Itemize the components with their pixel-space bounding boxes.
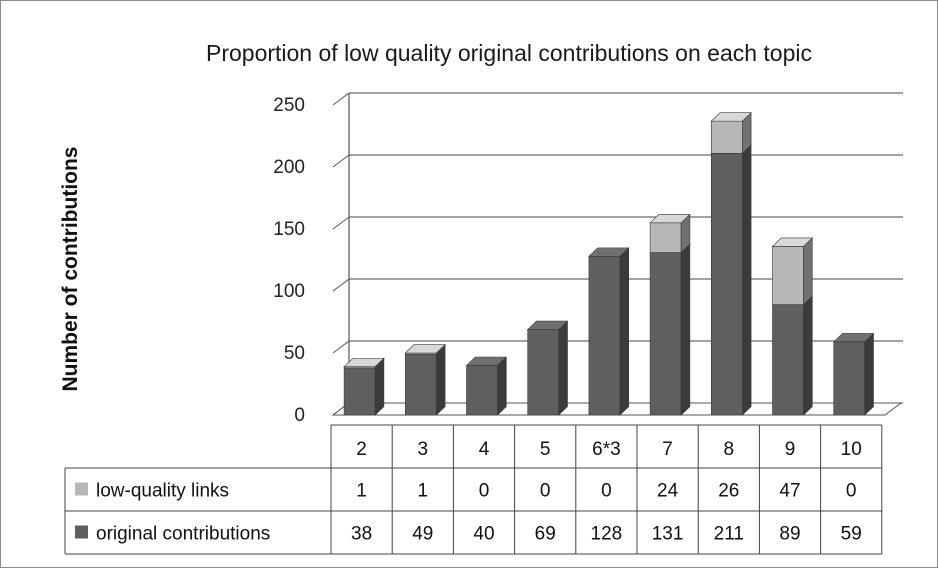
bar-side-face bbox=[374, 358, 385, 416]
x-category-label: 6*3 bbox=[592, 439, 621, 460]
legend-swatch bbox=[75, 482, 88, 496]
bar-front-face bbox=[649, 222, 682, 253]
bar-top-face bbox=[649, 214, 691, 224]
x-category-label: 4 bbox=[479, 439, 490, 460]
gridline-side bbox=[332, 92, 350, 106]
bar-side-face bbox=[864, 332, 874, 416]
bar-original-contributions-7 bbox=[649, 243, 691, 416]
data-table-value: 59 bbox=[841, 524, 862, 545]
bar-side-face bbox=[435, 345, 446, 416]
data-table-value: 26 bbox=[718, 481, 739, 502]
x-category-label: 7 bbox=[662, 439, 673, 460]
bar-front-face bbox=[527, 329, 560, 416]
bar-top-face bbox=[588, 247, 630, 257]
x-category-label: 2 bbox=[356, 439, 367, 460]
data-table-value: 211 bbox=[714, 524, 744, 545]
bar-top-face bbox=[343, 357, 385, 367]
x-category-label: 10 bbox=[841, 439, 862, 460]
data-table-value: 0 bbox=[601, 481, 612, 502]
y-tick-label: 50 bbox=[284, 343, 305, 364]
bar-front-face bbox=[772, 304, 804, 416]
gridline-side bbox=[332, 340, 350, 354]
bar-top-face bbox=[771, 237, 814, 247]
bar-original-contributions-3 bbox=[404, 345, 446, 416]
bar-original-contributions-10 bbox=[832, 332, 875, 416]
data-table-value: 0 bbox=[540, 481, 551, 502]
data-table-value: 40 bbox=[473, 524, 494, 545]
y-tick-label: 200 bbox=[273, 157, 305, 178]
bar-top-face bbox=[404, 344, 446, 354]
data-table-value: 89 bbox=[779, 524, 800, 545]
bar-side-face bbox=[497, 356, 507, 416]
data-table-value: 69 bbox=[535, 524, 556, 545]
bar-original-contributions-5 bbox=[526, 320, 569, 416]
bar-low-quality-links-7 bbox=[649, 213, 691, 254]
x-category-label: 5 bbox=[540, 439, 551, 460]
bar-top-face bbox=[526, 320, 569, 330]
bar-front-face bbox=[833, 341, 866, 416]
legend-label: low-quality links bbox=[96, 481, 229, 502]
bar-side-face bbox=[803, 237, 813, 306]
bar-front-face bbox=[404, 353, 437, 416]
y-tick-label: 250 bbox=[273, 95, 305, 116]
bar-front-face bbox=[588, 255, 621, 416]
bar-original-contributions-8 bbox=[710, 144, 752, 416]
data-table-value: 131 bbox=[652, 524, 684, 545]
bar-side-face bbox=[680, 243, 691, 416]
data-table-value: 49 bbox=[412, 524, 433, 545]
bar-side-face bbox=[803, 295, 813, 416]
bar-front-face bbox=[649, 252, 682, 416]
bar-front-face bbox=[466, 365, 498, 416]
bar-front-face bbox=[772, 246, 804, 305]
y-tick-label: 0 bbox=[294, 405, 305, 426]
data-table-value: 1 bbox=[418, 481, 429, 502]
bar-top-face bbox=[832, 333, 875, 343]
bar-side-face bbox=[558, 320, 568, 416]
data-table-value: 47 bbox=[779, 481, 800, 502]
gridline-side bbox=[332, 216, 350, 230]
legend-label: original contributions bbox=[96, 524, 270, 545]
y-axis-label: Number of contributions bbox=[59, 147, 82, 392]
x-category-label: 3 bbox=[418, 439, 429, 460]
data-table-value: 128 bbox=[591, 524, 623, 545]
data-table-value: 1 bbox=[356, 481, 367, 502]
y-tick-label: 150 bbox=[273, 219, 305, 240]
y-tick-label: 100 bbox=[273, 281, 305, 302]
bar-top-face bbox=[465, 356, 508, 366]
bar-top-face bbox=[710, 112, 752, 122]
bar-front-face bbox=[343, 367, 376, 416]
bar-front-face bbox=[710, 153, 743, 416]
bar-original-contributions-6*3 bbox=[588, 247, 630, 416]
bar-original-contributions-4 bbox=[465, 356, 508, 416]
bar-low-quality-links-9 bbox=[771, 237, 814, 306]
bar-front-face bbox=[710, 120, 743, 154]
x-category-label: 8 bbox=[724, 439, 735, 460]
legend-swatch bbox=[75, 525, 88, 539]
data-table-value: 38 bbox=[351, 524, 372, 545]
bar-side-face bbox=[619, 247, 630, 416]
gridline-side bbox=[332, 154, 350, 168]
data-table-value: 24 bbox=[657, 481, 679, 502]
x-category-label: 9 bbox=[785, 439, 796, 460]
data-table-value: 0 bbox=[479, 481, 490, 502]
bar-original-contributions-9 bbox=[771, 295, 814, 416]
bar-low-quality-links-3 bbox=[404, 343, 446, 355]
bar-low-quality-links-8 bbox=[710, 112, 752, 155]
plot-area: 0 50 100 150 200 250 bbox=[273, 92, 903, 426]
gridline-side bbox=[332, 278, 350, 292]
chart-title: Proportion of low quality original contr… bbox=[206, 40, 812, 66]
bar-low-quality-links-2 bbox=[343, 357, 385, 369]
data-table-value: 0 bbox=[846, 481, 857, 502]
bar-side-face bbox=[741, 144, 752, 416]
